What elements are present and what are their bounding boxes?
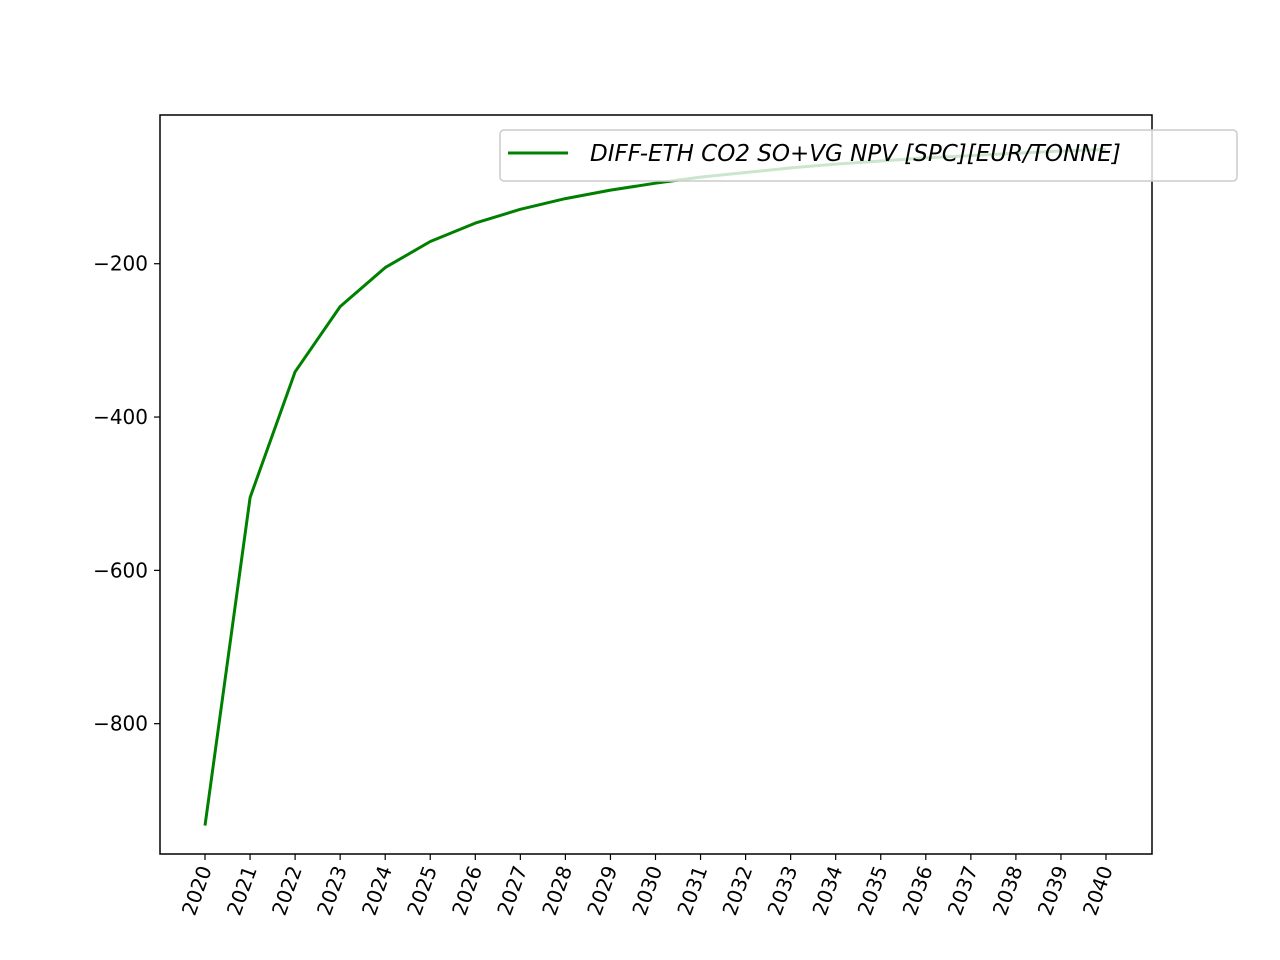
x-tick-label: 2031 <box>672 863 712 919</box>
x-tick-label: 2024 <box>357 863 397 919</box>
x-tick-label: 2028 <box>537 863 577 919</box>
x-tick-label: 2023 <box>312 863 352 919</box>
x-tick-label: 2029 <box>582 863 622 919</box>
x-tick-label: 2039 <box>1033 863 1073 919</box>
legend-label: DIFF-ETH CO2 SO+VG NPV [SPC][EUR/TONNE] <box>590 141 1121 167</box>
x-tick-label: 2034 <box>807 863 847 919</box>
x-tick-label: 2022 <box>267 863 307 919</box>
x-tick-label: 2026 <box>447 863 487 919</box>
x-tick-label: 2030 <box>627 863 667 919</box>
y-axis: −200 −400 −600 −800 <box>93 252 160 736</box>
legend-box <box>499 129 1238 182</box>
legend: DIFF-ETH CO2 SO+VG NPV [SPC][EUR/TONNE] <box>499 129 1238 182</box>
x-tick-label: 2020 <box>177 863 217 919</box>
x-tick-label: 2025 <box>402 863 442 919</box>
x-tick-label: 2037 <box>943 863 983 919</box>
x-tick-label: 2035 <box>852 863 892 919</box>
x-tick-label: 2038 <box>988 863 1028 919</box>
x-tick-label: 2021 <box>222 863 262 919</box>
x-tick-label: 2033 <box>762 863 802 919</box>
plot-background <box>160 115 1152 854</box>
y-tick-label: −800 <box>93 712 148 736</box>
x-tick-label: 2027 <box>492 863 532 919</box>
x-tick-label: 2032 <box>717 863 757 919</box>
y-tick-label: −200 <box>93 252 148 276</box>
plot-frame <box>159 114 1153 855</box>
x-tick-label: 2036 <box>898 863 938 919</box>
x-tick-label: 2040 <box>1078 863 1118 919</box>
y-tick-label: −600 <box>93 558 148 582</box>
x-axis: 2020 2021 2022 2023 2024 2025 2026 2027 2028 2029… <box>177 854 1118 919</box>
y-tick-label: −400 <box>93 405 148 429</box>
